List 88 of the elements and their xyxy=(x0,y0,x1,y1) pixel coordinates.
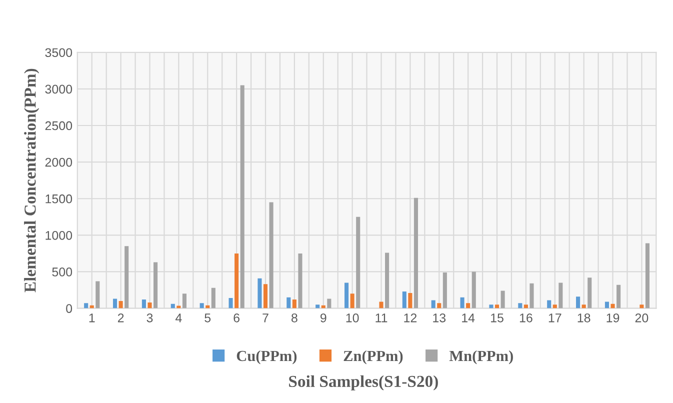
bar xyxy=(211,288,216,308)
bar xyxy=(142,300,146,308)
bar xyxy=(96,281,100,308)
bar xyxy=(316,304,320,308)
x-tick-label: 5 xyxy=(204,314,211,322)
bar xyxy=(466,303,470,308)
bar xyxy=(489,304,494,308)
bar xyxy=(582,304,586,308)
bar xyxy=(112,298,118,308)
bar xyxy=(524,304,528,308)
bar xyxy=(402,291,406,308)
bar xyxy=(298,253,302,308)
bar xyxy=(431,300,436,308)
x-tick-label: 20 xyxy=(635,313,648,322)
bar xyxy=(576,296,580,308)
x-tick-label: 10 xyxy=(346,313,359,322)
x-tick-label: 12 xyxy=(404,313,417,322)
x-tick-label: 3 xyxy=(146,313,153,322)
x-tick-label: 13 xyxy=(433,313,446,322)
bar xyxy=(118,300,123,308)
bar xyxy=(170,304,175,308)
x-tick-label: 16 xyxy=(520,313,532,322)
x-tick-label: 19 xyxy=(606,313,620,322)
x-tick-label: 11 xyxy=(376,314,388,322)
x-axis-title: Soil Samples(S1-S20) xyxy=(289,375,438,390)
bar xyxy=(379,302,384,308)
x-tick-label: 15 xyxy=(491,314,504,322)
y-tick-label: 2000 xyxy=(45,158,72,167)
y-tick-label: 1000 xyxy=(46,230,72,240)
bar xyxy=(610,304,615,308)
legend-label: Zn(PPm) xyxy=(344,350,403,364)
x-tick-label: 4 xyxy=(175,314,182,322)
bar xyxy=(472,272,476,308)
bar xyxy=(414,198,418,308)
bar xyxy=(292,300,296,308)
x-tick-label: 1 xyxy=(89,314,95,322)
y-tick-label: 2500 xyxy=(45,121,72,130)
legend-label: Mn(PPm) xyxy=(449,350,513,364)
bar xyxy=(442,272,447,308)
bar xyxy=(350,294,354,308)
bar xyxy=(234,253,239,308)
bar xyxy=(200,303,204,308)
y-tick-label: 500 xyxy=(52,268,72,276)
bar xyxy=(154,262,158,308)
bar xyxy=(437,303,442,308)
bar xyxy=(500,290,505,308)
bar xyxy=(604,302,610,308)
bar xyxy=(240,85,244,308)
bar xyxy=(182,294,186,308)
bar xyxy=(84,303,88,308)
x-tick-label: 14 xyxy=(462,314,475,322)
bar xyxy=(286,297,291,308)
bar xyxy=(530,283,534,308)
bar xyxy=(494,304,500,308)
bar xyxy=(269,202,274,308)
bar xyxy=(558,282,563,308)
bar xyxy=(460,297,464,308)
legend-label: Cu(PPm) xyxy=(236,350,297,364)
bar xyxy=(547,300,552,308)
bar xyxy=(552,304,557,308)
bar xyxy=(518,303,522,308)
bar xyxy=(588,278,592,308)
bar xyxy=(344,282,349,308)
x-tick-label: 17 xyxy=(548,314,562,322)
x-tick-label: 18 xyxy=(578,313,590,322)
bar xyxy=(258,278,262,308)
y-tick-label: 1500 xyxy=(46,194,72,204)
x-tick-label: 2 xyxy=(118,313,124,322)
y-tick-label: 3500 xyxy=(45,48,72,58)
bar xyxy=(356,216,360,308)
bar xyxy=(176,306,181,308)
bar xyxy=(124,246,129,308)
x-tick-label: 7 xyxy=(262,314,268,322)
bar xyxy=(640,304,644,308)
bar xyxy=(616,284,621,308)
bar xyxy=(408,292,412,308)
bar xyxy=(645,243,650,308)
bar xyxy=(385,252,390,308)
bar xyxy=(263,284,268,308)
x-tick-label: 8 xyxy=(292,313,298,322)
bar xyxy=(327,298,332,308)
y-tick-label: 3000 xyxy=(45,84,72,94)
x-tick-label: 9 xyxy=(320,313,326,322)
bar xyxy=(228,298,233,308)
x-tick-label: 6 xyxy=(234,313,240,322)
bar xyxy=(148,302,152,308)
y-tick-label: 0 xyxy=(66,304,72,313)
y-axis-title: Elemental Concentration(PPm) xyxy=(24,68,40,292)
